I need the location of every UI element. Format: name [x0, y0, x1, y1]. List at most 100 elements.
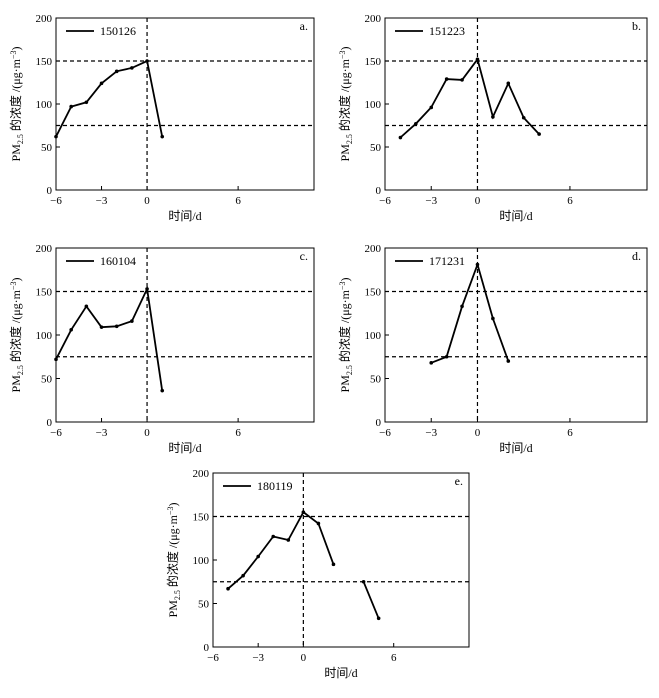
data-point	[398, 135, 403, 140]
y-tick-label: 50	[198, 599, 210, 611]
y-tick-label: 100	[193, 555, 210, 567]
y-tick-label: 50	[370, 374, 382, 386]
y-label-superscript: −3	[338, 51, 347, 60]
y-label-subscript: 2.5	[16, 365, 25, 375]
x-axis-label: 时间/d	[324, 666, 357, 680]
y-label-end: )	[338, 278, 352, 282]
x-tick-label: −3	[96, 195, 108, 207]
series-line	[399, 57, 540, 139]
data-point	[114, 324, 119, 329]
y-tick-label: 50	[370, 142, 382, 154]
plot-frame	[212, 472, 470, 648]
data-point	[130, 319, 134, 323]
y-tick-label: 200	[36, 243, 53, 255]
data-point	[54, 357, 58, 362]
x-tick-label: 0	[475, 427, 481, 439]
chart-panel-4: 0 50 100 150 200 −6 −3 0 6 171231 d. 时间/d PM2.5 的浓度 …	[337, 243, 648, 455]
data-point	[84, 304, 89, 309]
y-tick-label: 150	[36, 287, 53, 299]
y-label-superscript: −3	[9, 51, 18, 60]
data-point	[301, 510, 306, 514]
x-axis-label: 时间/d	[168, 209, 201, 223]
y-tick-label: 150	[365, 287, 382, 299]
y-axis-label: PM2.5 的浓度 /(μg·m−3)	[8, 47, 25, 162]
x-tick-label: 0	[144, 427, 150, 439]
legend-label: 160104	[100, 254, 136, 268]
data-point	[444, 77, 449, 81]
series-line	[56, 285, 164, 391]
panel-label: b.	[632, 19, 641, 33]
panel-label: c.	[300, 249, 308, 263]
series-line	[362, 581, 380, 619]
data-point	[444, 354, 449, 359]
y-label-end: )	[166, 503, 180, 507]
data-point	[54, 134, 58, 139]
y-label-text: 的浓度 /(μg·m	[8, 289, 23, 365]
data-point	[429, 105, 434, 110]
x-tick-label: 6	[235, 427, 241, 439]
x-axis-label: 时间/d	[499, 441, 532, 455]
y-tick-label: 0	[47, 185, 53, 197]
y-label-main: PM	[9, 375, 23, 393]
y-tick-label: 50	[41, 142, 53, 154]
y-tick-label: 50	[41, 374, 53, 386]
x-tick-label: 0	[475, 195, 481, 207]
y-tick-label: 0	[204, 642, 210, 654]
x-axis-label: 时间/d	[499, 209, 532, 223]
data-point	[491, 115, 495, 119]
y-axis-label: PM2.5 的浓度 /(μg·m−3)	[337, 47, 354, 162]
y-label-superscript: −3	[9, 282, 18, 291]
y-tick-label: 200	[365, 13, 382, 25]
x-tick-label: 6	[567, 427, 573, 439]
y-tick-label: 100	[36, 99, 53, 111]
x-axis-label: 时间/d	[168, 441, 201, 455]
y-tick-label: 0	[376, 417, 382, 429]
y-label-text: 的浓度 /(μg·m	[337, 289, 352, 365]
chart-panel-3: 0 50 100 150 200 −6 −3 0 6 160104 c. 时间/d PM2.5 的浓度 …	[8, 243, 315, 455]
plot-frame	[55, 17, 315, 191]
x-tick-label: −3	[252, 652, 264, 664]
chart-panel-5: 0 50 100 150 200 −6 −3 0 6 180119 e. 时间/d PM2.5 的浓度 …	[165, 468, 470, 680]
y-tick-label: 0	[376, 185, 382, 197]
data-point	[475, 57, 480, 62]
data-point	[506, 81, 511, 86]
data-point	[114, 69, 119, 74]
y-label-main: PM	[9, 144, 23, 162]
y-label-main: PM	[338, 375, 352, 393]
y-label-end: )	[9, 278, 23, 282]
data-point	[69, 327, 73, 332]
y-label-main: PM	[338, 144, 352, 162]
data-point	[460, 304, 464, 309]
series-line	[430, 261, 510, 364]
plot-frame	[55, 247, 315, 423]
y-tick-label: 0	[47, 417, 53, 429]
data-point	[69, 104, 73, 109]
y-tick-label: 150	[365, 56, 382, 68]
y-tick-label: 200	[365, 243, 382, 255]
data-point	[331, 562, 336, 567]
data-point	[145, 287, 149, 291]
data-point	[160, 388, 165, 393]
legend-label: 171231	[429, 254, 465, 268]
panel-label: a.	[300, 19, 308, 33]
y-tick-label: 100	[36, 330, 53, 342]
series-line	[56, 59, 164, 138]
y-tick-label: 200	[36, 13, 53, 25]
data-point	[361, 579, 366, 584]
y-label-main: PM	[166, 600, 180, 618]
y-tick-label: 150	[36, 56, 53, 68]
plot-frame	[384, 17, 648, 191]
y-label-text: 的浓度 /(μg·m	[165, 514, 180, 590]
y-label-end: )	[9, 47, 23, 51]
data-point	[475, 262, 480, 267]
series-line	[227, 510, 335, 590]
y-axis-label: PM2.5 的浓度 /(μg·m−3)	[337, 278, 354, 393]
y-label-superscript: −3	[166, 507, 175, 516]
x-tick-label: 0	[301, 652, 307, 664]
y-tick-label: 200	[193, 468, 210, 480]
y-label-text: 的浓度 /(μg·m	[8, 58, 23, 134]
data-point	[226, 586, 230, 591]
data-point	[521, 115, 526, 120]
data-point	[160, 134, 165, 139]
